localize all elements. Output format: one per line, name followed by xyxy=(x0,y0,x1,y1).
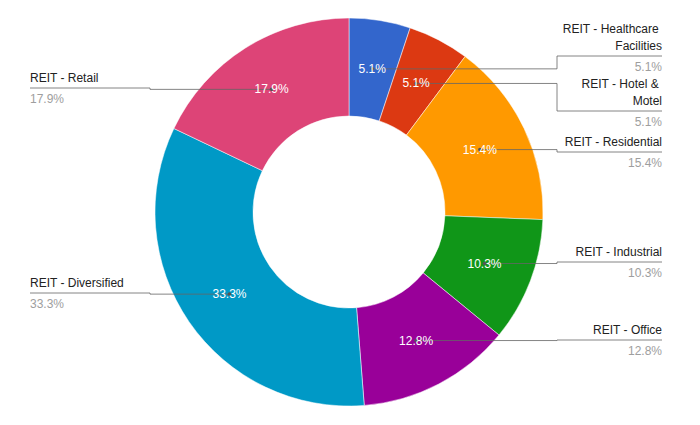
category-label: REIT - Residential xyxy=(565,135,662,149)
category-line: REIT - Diversified xyxy=(30,276,124,290)
value-label: 33.3% xyxy=(30,297,64,311)
category-line: Motel xyxy=(633,94,662,108)
data-label: 10.3% xyxy=(468,257,502,271)
category-label: REIT - Healthcare Facilities xyxy=(563,22,662,53)
category-line: REIT - Hotel & xyxy=(582,77,662,91)
leader-line xyxy=(480,150,662,152)
category-line: Facilities xyxy=(615,39,662,53)
leader-line xyxy=(485,262,662,264)
value-label: 15.4% xyxy=(628,156,662,170)
category-line: REIT - Residential xyxy=(565,135,662,149)
category-label: REIT - Hotel & Motel xyxy=(582,77,662,108)
category-line: REIT - Industrial xyxy=(576,245,662,259)
category-label: REIT - Office xyxy=(593,323,662,337)
category-line: REIT - Office xyxy=(593,323,662,337)
slices xyxy=(155,18,543,406)
category-label: REIT - Retail xyxy=(30,71,98,85)
data-label: 17.9% xyxy=(255,82,289,96)
slice xyxy=(155,128,364,406)
data-label: 5.1% xyxy=(358,62,386,76)
data-label: 33.3% xyxy=(212,287,246,301)
data-label: 5.1% xyxy=(402,76,430,90)
category-label: REIT - Industrial xyxy=(576,245,662,259)
value-label: 5.1% xyxy=(635,115,663,129)
leader-line xyxy=(372,56,662,69)
value-label: 12.8% xyxy=(628,344,662,358)
leader-line xyxy=(30,88,272,89)
value-label: 17.9% xyxy=(30,92,64,106)
category-line: REIT - Retail xyxy=(30,71,98,85)
value-label: 10.3% xyxy=(628,266,662,280)
category-label: REIT - Diversified xyxy=(30,276,124,290)
slice xyxy=(174,18,349,171)
data-label: 12.8% xyxy=(399,334,433,348)
value-label: 5.1% xyxy=(635,60,663,74)
labels: 5.1% REIT - Healthcare Facilities 5.1% 5.1%… xyxy=(30,22,662,358)
leader-line xyxy=(416,340,662,342)
category-line: REIT - Healthcare xyxy=(563,22,662,36)
slice xyxy=(357,273,499,406)
chart: 5.1% REIT - Healthcare Facilities 5.1% 5.1%… xyxy=(0,0,700,425)
data-label: 15.4% xyxy=(463,143,497,157)
leader-line xyxy=(30,293,230,294)
